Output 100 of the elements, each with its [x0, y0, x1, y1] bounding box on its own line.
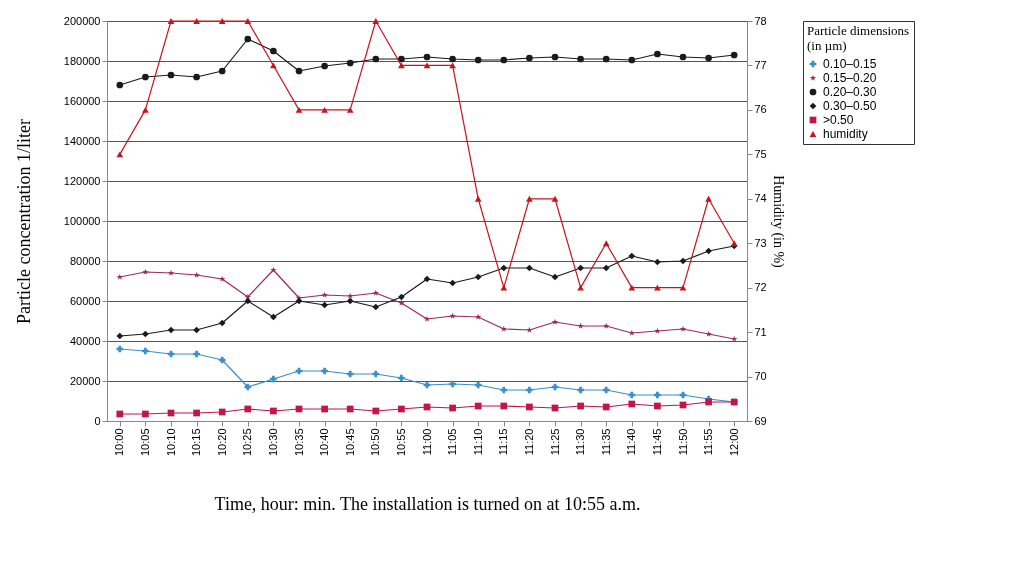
legend-label: 0.15–0.20 — [823, 71, 877, 85]
y2-tick-label: 78 — [754, 14, 767, 27]
point — [551, 273, 559, 281]
point — [551, 53, 559, 61]
point — [526, 403, 533, 411]
point — [474, 56, 482, 64]
point — [244, 297, 252, 305]
point — [602, 386, 610, 394]
point — [270, 375, 277, 383]
x-tick-label: 11:30 — [574, 428, 587, 456]
point — [577, 386, 584, 394]
y2-tick-label: 72 — [754, 281, 767, 294]
x-tick-label: 10:25 — [241, 428, 254, 457]
point — [295, 67, 303, 75]
point — [526, 386, 533, 394]
point — [346, 370, 354, 378]
point — [372, 370, 380, 378]
point — [705, 195, 712, 202]
point — [372, 407, 380, 415]
point — [270, 47, 277, 55]
point — [551, 318, 559, 325]
point — [705, 330, 712, 337]
point — [346, 297, 354, 305]
point — [628, 252, 636, 260]
x-tick-label: 10:35 — [292, 428, 305, 457]
point — [679, 325, 687, 332]
point — [167, 18, 175, 24]
y2-tick-label: 69 — [754, 414, 767, 427]
x-tick-label: 11:15 — [497, 428, 510, 456]
point — [295, 106, 303, 113]
point — [142, 410, 149, 418]
x-tick-label: 11:35 — [599, 428, 612, 456]
point — [116, 345, 124, 353]
point — [526, 195, 533, 202]
y2-tick-label: 76 — [754, 103, 767, 116]
point — [654, 402, 661, 410]
x-tick-label: 10:00 — [113, 428, 126, 457]
x-tick-label: 10:10 — [164, 428, 177, 457]
legend-label: 0.10–0.15 — [823, 57, 877, 71]
point — [193, 409, 200, 417]
x-tick-label: 11:20 — [522, 428, 535, 456]
y2-tick-label: 77 — [754, 58, 767, 71]
point — [449, 312, 456, 319]
point — [577, 322, 584, 329]
legend-label: humidity — [823, 127, 868, 141]
point — [116, 410, 124, 418]
x-tick-label: 11:55 — [702, 428, 715, 456]
point — [398, 405, 405, 413]
point — [500, 402, 508, 410]
point — [602, 240, 610, 247]
point — [628, 56, 636, 64]
point — [654, 50, 661, 58]
point — [654, 391, 661, 399]
point — [628, 391, 636, 399]
y-tick-label: 100000 — [63, 214, 101, 227]
x-tick-label: 11:50 — [676, 428, 689, 456]
point — [398, 374, 405, 382]
x-tick-label: 10:05 — [138, 428, 151, 457]
point — [244, 35, 252, 43]
point — [193, 73, 200, 81]
y2-axis-title: Humidity (in %) — [769, 175, 786, 269]
y-tick-label: 140000 — [63, 134, 101, 147]
point — [116, 332, 124, 340]
y2-tick-label: 71 — [754, 325, 767, 338]
point — [577, 55, 584, 63]
point — [244, 405, 252, 413]
point — [193, 18, 200, 24]
point — [167, 269, 175, 276]
point — [474, 402, 482, 410]
x-axis-title: Time, hour: min. The installation is turned on at 10:55 a.m. — [214, 494, 641, 515]
x-tick-label: 10:40 — [318, 428, 331, 457]
point — [398, 299, 405, 306]
point — [474, 381, 482, 389]
point — [270, 266, 277, 273]
point — [500, 386, 508, 394]
point — [244, 383, 252, 391]
point — [398, 55, 405, 63]
point — [321, 291, 328, 298]
point — [423, 275, 431, 283]
y2-tick-label: 74 — [754, 192, 767, 205]
point — [116, 81, 124, 89]
point — [602, 264, 610, 272]
point — [270, 407, 277, 415]
point — [321, 367, 328, 375]
point — [730, 51, 738, 59]
point — [346, 59, 354, 67]
point — [218, 356, 226, 364]
y-tick-label: 0 — [94, 414, 101, 427]
legend-label: 0.30–0.50 — [823, 99, 877, 113]
point — [551, 195, 559, 202]
y-tick-label: 60000 — [69, 294, 101, 307]
point — [321, 62, 328, 70]
point — [679, 284, 687, 291]
y2-tick-label: 73 — [754, 236, 767, 249]
point — [705, 54, 712, 62]
point — [193, 271, 200, 278]
y2-tick-label: 75 — [754, 147, 767, 160]
point — [577, 284, 584, 291]
x-tick-label: 10:50 — [369, 428, 382, 457]
y-tick-label: 120000 — [63, 174, 101, 187]
